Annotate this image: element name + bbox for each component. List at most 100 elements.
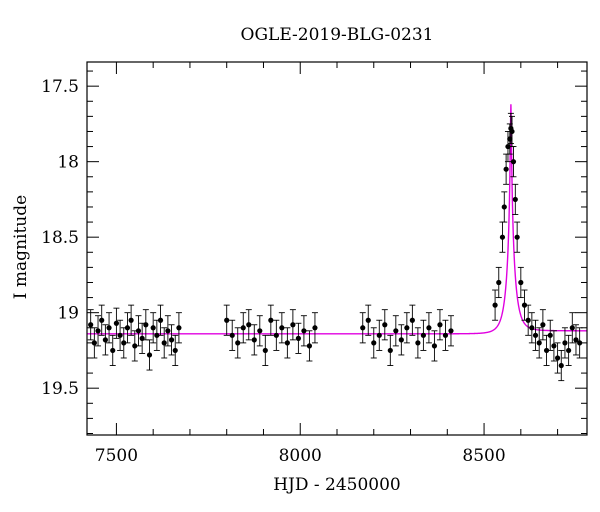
data-point: [257, 328, 263, 334]
data-point: [117, 332, 123, 338]
data-point: [161, 340, 167, 346]
data-point: [503, 166, 509, 172]
data-point: [262, 347, 268, 354]
data-point: [532, 332, 539, 338]
data-point: [306, 343, 313, 349]
data-point: [426, 325, 432, 331]
data-point: [448, 328, 454, 334]
data-point: [99, 317, 105, 323]
data-point: [376, 332, 382, 338]
data-point: [268, 317, 274, 323]
data-point: [371, 340, 377, 346]
x-tick-label: 8500: [462, 446, 505, 466]
data-point: [509, 128, 515, 135]
data-point: [505, 143, 511, 150]
data-point: [240, 325, 246, 331]
data-point: [365, 317, 371, 323]
data-point: [431, 343, 438, 349]
data-point: [165, 328, 171, 334]
data-point: [525, 317, 531, 323]
data-point: [404, 325, 410, 331]
axis-ticks-layer: 7500 8000 8500 17.5 18 18.5 19 19.5: [41, 62, 587, 466]
data-point: [512, 196, 518, 203]
data-point: [251, 337, 257, 343]
data-point: [518, 279, 524, 286]
data-points-layer: [87, 112, 583, 382]
data-point: [176, 325, 182, 331]
data-point: [128, 317, 134, 323]
data-point: [529, 325, 535, 331]
data-point: [543, 347, 550, 354]
chart-title: OGLE-2019-BLG-0231: [241, 25, 434, 45]
data-point: [168, 337, 175, 343]
data-point: [88, 322, 94, 328]
y-tick-label: 19: [57, 304, 79, 324]
data-point: [514, 234, 520, 240]
model-curve-line: [87, 104, 587, 335]
data-point: [135, 328, 142, 334]
x-axis-label: HJD - 2450000: [273, 475, 401, 495]
x-tick-label: 7500: [95, 446, 138, 466]
data-point: [540, 322, 546, 328]
model-curve-layer: [87, 104, 587, 335]
data-point: [154, 332, 160, 338]
data-point: [393, 328, 399, 334]
data-point: [442, 332, 449, 338]
data-point: [499, 234, 506, 240]
data-point: [124, 325, 131, 331]
data-point: [224, 317, 230, 323]
data-point: [577, 340, 583, 346]
data-point: [536, 340, 542, 346]
data-point: [284, 340, 290, 346]
data-point: [150, 325, 156, 331]
data-point: [569, 325, 575, 331]
x-tick-label: 8000: [279, 446, 322, 466]
y-tick-label: 18: [57, 153, 79, 173]
data-point: [295, 335, 301, 341]
data-point: [409, 317, 415, 323]
data-point: [496, 279, 502, 286]
data-point: [110, 347, 116, 354]
data-point: [554, 355, 561, 361]
data-point: [573, 337, 579, 343]
data-point: [279, 325, 285, 331]
data-point: [146, 352, 153, 358]
data-point: [510, 159, 517, 165]
data-point: [290, 322, 296, 328]
data-point: [273, 332, 279, 338]
data-point: [95, 328, 101, 334]
data-point: [172, 347, 178, 354]
data-point: [558, 362, 564, 369]
data-point: [492, 302, 498, 308]
y-axis-label: I magnitude: [11, 195, 31, 299]
data-point: [420, 332, 426, 338]
data-point: [501, 204, 507, 210]
data-point: [246, 322, 252, 328]
data-point: [551, 343, 557, 349]
data-point: [437, 322, 443, 328]
data-point: [121, 340, 127, 346]
data-point: [387, 347, 393, 354]
data-point: [132, 343, 138, 349]
data-point: [382, 322, 388, 328]
data-point: [547, 332, 553, 338]
data-point: [398, 337, 404, 343]
data-point: [312, 325, 318, 331]
data-point: [566, 347, 572, 354]
data-point: [562, 340, 568, 346]
data-point: [235, 340, 241, 346]
data-point: [113, 320, 120, 326]
y-tick-label: 18.5: [41, 228, 79, 248]
plot-frame: [86, 61, 588, 436]
data-point: [301, 328, 307, 334]
data-point: [157, 317, 164, 323]
data-point: [106, 325, 112, 331]
data-point: [91, 340, 97, 346]
data-point: [360, 325, 366, 331]
data-point: [229, 332, 235, 338]
y-tick-label: 17.5: [41, 77, 79, 97]
data-point: [102, 337, 108, 343]
data-point: [521, 302, 528, 308]
data-point: [143, 322, 149, 328]
